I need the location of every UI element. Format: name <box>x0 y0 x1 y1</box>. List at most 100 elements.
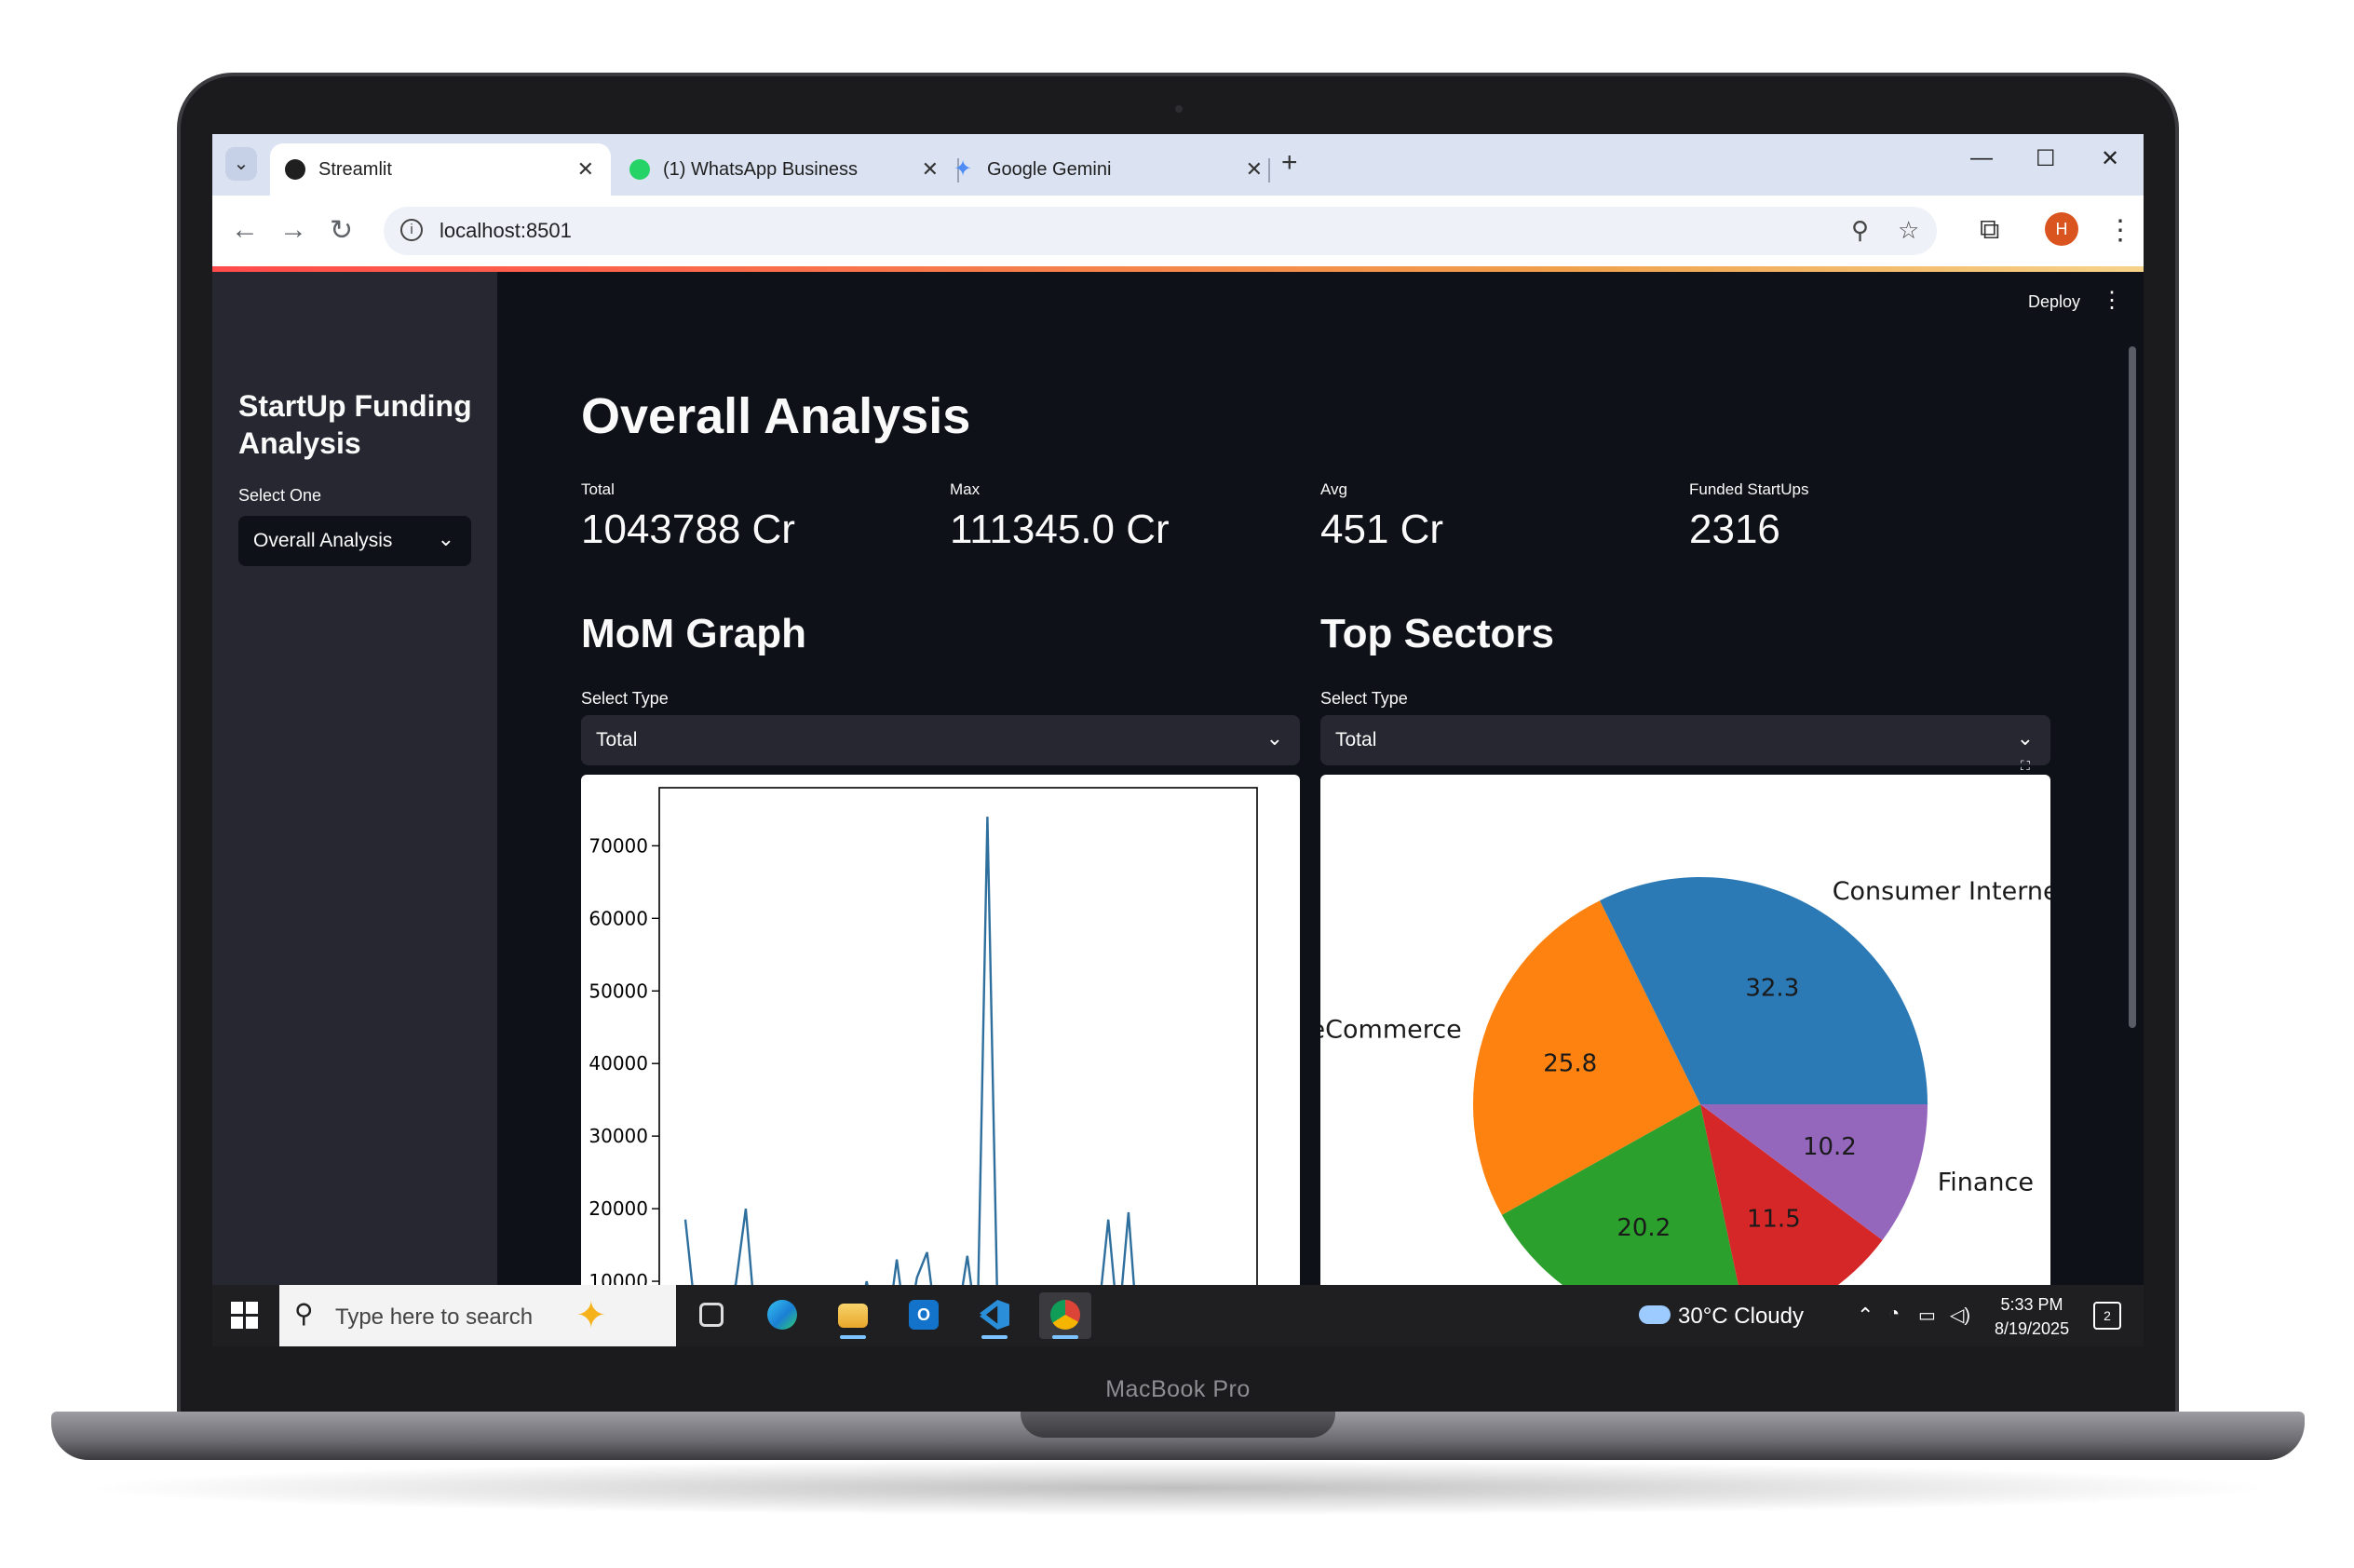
pie-slice <box>1501 1104 1738 1285</box>
profile-avatar[interactable]: H <box>2045 212 2078 246</box>
close-tab-icon[interactable]: ✕ <box>921 157 939 181</box>
wifi-icon[interactable]: ◔ <box>1888 1304 1901 1324</box>
fullscreen-icon[interactable]: ⛶ <box>2021 758 2030 773</box>
pie-category-label: Finance <box>1938 1169 2034 1197</box>
active-indicator <box>1052 1335 1078 1339</box>
y-tick-label: 70000 <box>588 834 648 857</box>
whatsapp-favicon-icon <box>629 159 650 180</box>
series-line <box>683 817 1135 1285</box>
outlook-icon[interactable]: O <box>898 1292 950 1339</box>
y-tick-label: 10000 <box>588 1270 648 1285</box>
pie-slice <box>1600 876 1928 1104</box>
edge-icon[interactable] <box>756 1292 808 1339</box>
vscode-icon[interactable] <box>968 1292 1021 1339</box>
taskbar-search-box[interactable]: ⚲ Type here to search ✦ <box>279 1285 676 1346</box>
copilot-sparkle-icon[interactable]: ✦ <box>575 1295 607 1336</box>
sectors-select-value: Total <box>1335 729 1377 750</box>
search-icon: ⚲ <box>294 1299 314 1328</box>
sectors-pie-chart: 32.3 Consumer Internet 25.8 eCommerce 20.2 11… <box>1320 775 2050 1285</box>
top-sectors-title: Top Sectors <box>1320 611 1555 656</box>
tab-separator <box>957 158 959 182</box>
minimize-icon[interactable]: — <box>1970 145 1993 170</box>
windows-start-icon[interactable] <box>231 1302 259 1330</box>
browser-tab-bar: ⌄ Streamlit ✕ (1) WhatsApp Business ✕ ✦ … <box>212 134 2144 196</box>
close-tab-icon[interactable]: ✕ <box>576 157 594 181</box>
zoom-icon[interactable]: ⚲ <box>1851 216 1870 244</box>
close-tab-icon[interactable]: ✕ <box>1245 157 1263 181</box>
address-bar[interactable]: i localhost:8501 ⚲ ☆ <box>384 207 1937 255</box>
streamlit-accent-line <box>212 266 2144 272</box>
taskbar-clock[interactable]: 5:33 PM 8/19/2025 <box>1995 1292 2069 1341</box>
pie-value-label: 20.2 <box>1617 1214 1671 1242</box>
active-indicator <box>981 1335 1008 1339</box>
windows-taskbar: ⚲ Type here to search ✦ O <box>212 1285 2144 1346</box>
mom-line-chart: 010000200003000040000500006000070000 <box>581 775 1300 1285</box>
task-view-icon[interactable] <box>685 1292 737 1339</box>
site-info-icon[interactable]: i <box>400 219 423 241</box>
sidebar: StartUp Funding Analysis Select One Over… <box>212 272 497 1285</box>
plot-frame <box>658 787 1258 1285</box>
analysis-select[interactable]: Overall Analysis ⌄ <box>238 516 471 566</box>
star-icon[interactable]: ☆ <box>1898 216 1920 244</box>
kebab-icon[interactable]: ⋮ <box>2106 215 2134 246</box>
tab-separator <box>1268 158 1270 182</box>
taskbar-search-placeholder: Type here to search <box>335 1304 534 1330</box>
new-tab-plus-icon[interactable]: + <box>1281 147 1298 178</box>
arrow-left-icon[interactable]: ← <box>231 214 259 245</box>
taskbar-time: 5:33 PM <box>2000 1295 2063 1314</box>
taskbar-weather[interactable]: 30°C Cloudy <box>1678 1304 1804 1329</box>
battery-icon[interactable]: ▭ <box>1918 1305 1936 1326</box>
url-text[interactable]: localhost:8501 <box>440 219 572 242</box>
tab-whatsapp[interactable]: (1) WhatsApp Business ✕ <box>615 143 955 196</box>
mom-graph-title: MoM Graph <box>581 611 806 656</box>
pie-value-label: 10.2 <box>1803 1133 1857 1161</box>
laptop-brand-label: MacBook Pro <box>1105 1376 1251 1402</box>
sectors-type-select[interactable]: Total ⌄ <box>1320 715 2050 765</box>
chevron-up-icon[interactable]: ⌃ <box>1857 1304 1874 1327</box>
file-explorer-icon[interactable] <box>827 1292 879 1339</box>
analysis-select-value: Overall Analysis <box>253 530 393 551</box>
metric-label-funded: Funded StartUps <box>1689 480 1809 498</box>
laptop-shadow <box>74 1460 2281 1516</box>
app-menu-icon[interactable]: ⋮ <box>2101 288 2123 313</box>
metric-label-max: Max <box>950 480 981 498</box>
volume-icon[interactable]: ◁) <box>1950 1305 1971 1326</box>
pie-value-label: 25.8 <box>1543 1050 1597 1078</box>
maximize-icon[interactable]: ☐ <box>2036 146 2056 171</box>
notification-icon[interactable]: 2 <box>2093 1302 2121 1330</box>
pie-category-label: eCommerce <box>1320 1015 1462 1044</box>
gemini-favicon-icon: ✦ <box>954 156 973 182</box>
arrow-right-icon[interactable]: → <box>279 214 307 245</box>
pie-value-label: 32.3 <box>1745 975 1799 1003</box>
metric-label-total: Total <box>581 480 615 498</box>
tab-title: Streamlit <box>318 158 392 180</box>
laptop-notch <box>1021 1412 1335 1438</box>
tab-streamlit[interactable]: Streamlit ✕ <box>270 143 611 196</box>
mom-type-select[interactable]: Total ⌄ <box>581 715 1300 765</box>
pie-category-label: Consumer Internet <box>1833 877 2050 906</box>
reload-icon[interactable]: ↻ <box>330 215 354 246</box>
sectors-select-label: Select Type <box>1320 689 1408 708</box>
tab-gemini[interactable]: ✦ Google Gemini ✕ <box>939 143 1279 196</box>
y-tick-label: 20000 <box>588 1197 648 1220</box>
scrollbar[interactable] <box>2129 346 2136 1028</box>
mom-select-label: Select Type <box>581 689 669 708</box>
chrome-icon[interactable] <box>1039 1292 1091 1339</box>
window-close-icon[interactable]: ✕ <box>2101 146 2120 171</box>
tab-search-dropdown-icon[interactable]: ⌄ <box>225 147 257 181</box>
puzzle-icon[interactable]: ⧉ <box>1980 214 2000 245</box>
sectors-pie-chart-svg: 32.3 Consumer Internet 25.8 eCommerce 20.2 11… <box>1320 876 2050 1285</box>
metric-value-max: 111345.0 Cr <box>950 507 1170 552</box>
metric-value-funded: 2316 <box>1689 507 1780 552</box>
y-tick-label: 30000 <box>588 1125 648 1147</box>
webcam <box>1175 105 1183 113</box>
chevron-down-icon: ⌄ <box>437 527 454 550</box>
deploy-button[interactable]: Deploy <box>2028 292 2081 311</box>
tab-title: (1) WhatsApp Business <box>663 158 858 180</box>
sidebar-title: StartUp Funding Analysis <box>238 389 472 460</box>
metric-value-avg: 451 Cr <box>1320 507 1444 552</box>
metric-value-total: 1043788 Cr <box>581 507 795 552</box>
pie-slice <box>1700 1104 1883 1285</box>
tab-title: Google Gemini <box>987 158 1112 180</box>
browser-toolbar: ← → ↻ i localhost:8501 ⚲ ☆ ⧉ H ⋮ <box>212 196 2144 266</box>
